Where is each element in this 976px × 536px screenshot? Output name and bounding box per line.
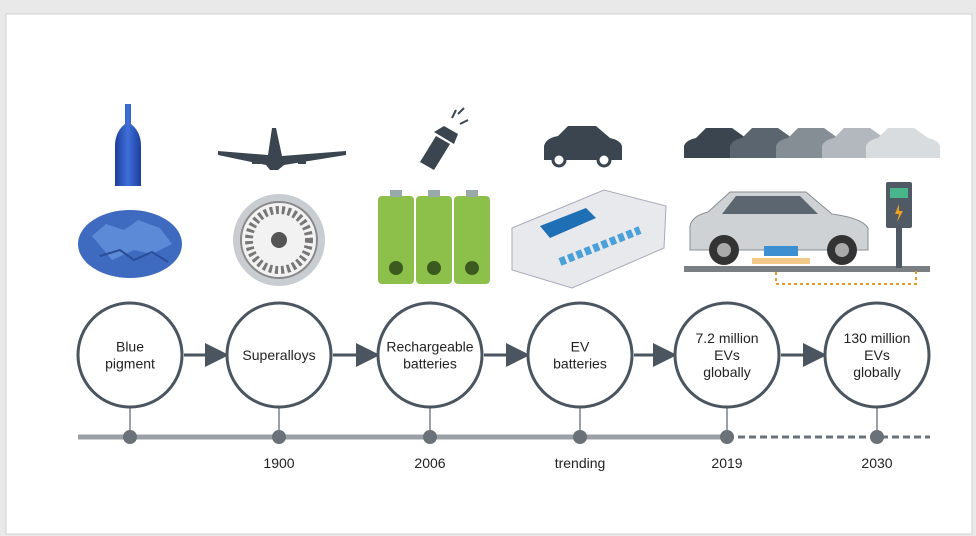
- stage-label: batteries: [553, 356, 607, 372]
- stage-label: pigment: [105, 356, 155, 372]
- stage-label: EVs: [714, 347, 740, 363]
- stage-label: 7.2 million: [695, 330, 758, 346]
- stage-label: globally: [853, 364, 900, 380]
- timeline-dot: [720, 430, 734, 444]
- timeline-dot: [272, 430, 286, 444]
- page: {"stages": [ {"label": ["Blue", "pigment…: [0, 0, 976, 536]
- year-label: 1900: [263, 455, 294, 471]
- timeline-dot: [573, 430, 587, 444]
- year-label: 2030: [861, 455, 892, 471]
- stage-label: Superalloys: [242, 347, 315, 363]
- year-label: 2019: [711, 455, 742, 471]
- stage-label: Blue: [116, 339, 144, 355]
- timeline-dot: [870, 430, 884, 444]
- timeline-dot: [423, 430, 437, 444]
- stage-label: 130 million: [844, 330, 911, 346]
- timeline-dot: [123, 430, 137, 444]
- diagram: BluepigmentSuperalloys1900Rechargeableba…: [0, 0, 976, 536]
- icon-car-row: [684, 128, 940, 158]
- year-label: trending: [555, 455, 606, 471]
- icon-turbine: [233, 194, 325, 286]
- stage-label: EVs: [864, 347, 890, 363]
- stage-label: batteries: [403, 356, 457, 372]
- stage-label: EV: [571, 339, 590, 355]
- icon-batteries: [378, 190, 490, 284]
- stage-label: globally: [703, 364, 750, 380]
- icon-pigment: [78, 210, 182, 278]
- stage-label: Rechargeable: [386, 339, 473, 355]
- year-label: 2006: [414, 455, 445, 471]
